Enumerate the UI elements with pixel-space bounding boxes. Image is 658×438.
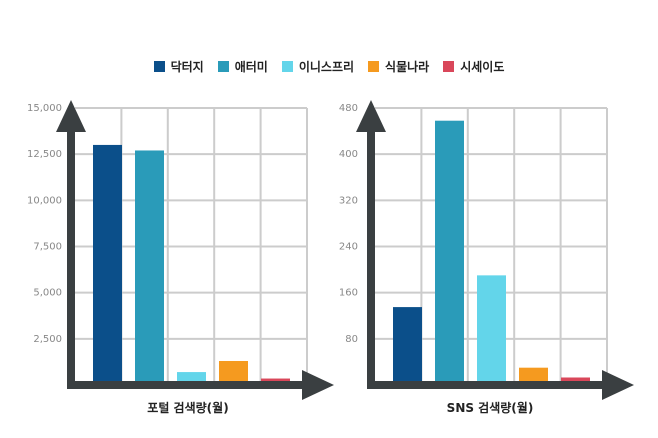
- y-tick-label: 10,000: [27, 195, 62, 206]
- legend-label: 이니스프리: [298, 60, 355, 74]
- x-axis-arrow: [302, 370, 334, 400]
- legend-item-drg: 닥터지: [153, 58, 204, 75]
- y-tick-label: 160: [339, 288, 358, 299]
- legend-label: 식물나라: [385, 60, 430, 74]
- y-tick-label: 2,500: [33, 334, 62, 345]
- x-axis-label: 포털 검색량(월): [147, 400, 228, 415]
- legend-swatch: [281, 61, 293, 72]
- legend-item-botanic: 식물나라: [368, 58, 429, 75]
- y-tick-label: 80: [345, 334, 358, 345]
- legend-item-atomy: 애터미: [217, 58, 268, 75]
- bar-3: [477, 275, 506, 385]
- bar-4: [519, 367, 548, 385]
- bar-1: [393, 307, 422, 385]
- y-tick-label: 480: [339, 103, 358, 114]
- legend-swatch: [443, 61, 455, 72]
- legend-item-shiseido: 시세이도: [443, 58, 504, 75]
- y-tick-label: 15,000: [27, 103, 62, 114]
- y-tick-label: 400: [339, 149, 358, 160]
- legend-swatch: [153, 61, 165, 72]
- bar-2: [435, 120, 464, 385]
- bar-2: [135, 150, 164, 385]
- x-axis-arrow: [602, 370, 634, 400]
- y-tick-label: 12,500: [27, 149, 62, 160]
- legend-label: 닥터지: [170, 60, 204, 74]
- x-axis-label: SNS 검색량(월): [447, 400, 534, 415]
- y-tick-label: 240: [339, 242, 358, 253]
- y-axis-arrow: [356, 100, 386, 132]
- legend-swatch: [217, 61, 229, 72]
- legend-swatch: [368, 61, 380, 72]
- bar-4: [219, 360, 248, 385]
- bar-1: [93, 144, 122, 385]
- legend-label: 시세이도: [460, 60, 505, 74]
- y-tick-label: 5,000: [33, 288, 62, 299]
- y-axis-arrow: [56, 100, 86, 132]
- chart-legend: 닥터지 애터미 이니스프리 식물나라 시세이도: [0, 58, 658, 75]
- legend-item-innisfree: 이니스프리: [281, 58, 355, 75]
- y-tick-label: 320: [339, 195, 358, 206]
- legend-label: 애터미: [234, 60, 268, 74]
- y-tick-label: 7,500: [33, 242, 62, 253]
